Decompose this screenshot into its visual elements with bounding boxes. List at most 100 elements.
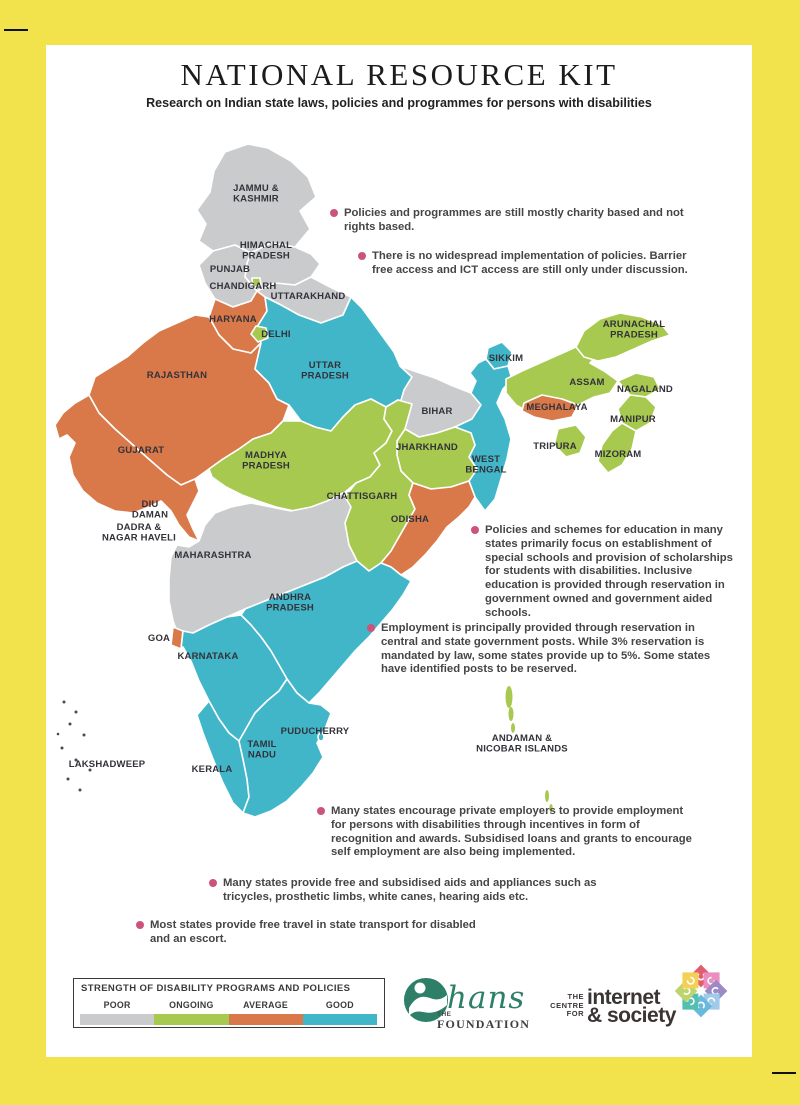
label-diu-daman: DIU DAMAN xyxy=(132,499,168,521)
state-odisha xyxy=(380,480,476,576)
label-andhra-pradesh: ANDHRA PRADESH xyxy=(266,592,314,614)
label-karnataka: KARNATAKA xyxy=(177,651,238,662)
label-mizoram: MIZORAM xyxy=(595,449,642,460)
crop-mark-bottom-right xyxy=(772,1072,796,1074)
label-sikkim: SIKKIM xyxy=(489,353,523,364)
bullet-dot-icon xyxy=(209,879,217,887)
cis-stack: THE CENTRE FOR xyxy=(550,992,584,1019)
legend-label-ongoing: ONGOING xyxy=(169,1000,214,1010)
hans-name: hans xyxy=(447,980,526,1016)
poster-subtitle: Research on Indian state laws, policies … xyxy=(146,96,652,110)
state-chandigarh xyxy=(251,277,262,288)
label-delhi: DELHI xyxy=(261,329,291,340)
legend-labels: POOR ONGOING AVERAGE GOOD xyxy=(80,1000,377,1010)
legend-title: STRENGTH OF DISABILITY PROGRAMS AND POLI… xyxy=(81,983,351,994)
hans-logo-mark-icon xyxy=(404,978,448,1022)
state-tamil-nadu xyxy=(238,678,332,818)
legend-swatch-ongoing xyxy=(154,1014,229,1025)
note-text: Policies and programmes are still mostly… xyxy=(344,207,684,233)
hans-foundation-word: FOUNDATION xyxy=(437,1017,531,1031)
bullet-dot-icon xyxy=(367,624,375,632)
note-text: Employment is principally provided throu… xyxy=(381,622,711,676)
label-bihar: BIHAR xyxy=(421,406,452,417)
andaman-nicobar-islands xyxy=(505,686,553,812)
state-arunachal-pradesh xyxy=(575,312,671,362)
label-jharkhand: JHARKHAND xyxy=(396,442,458,453)
label-gujarat: GUJARAT xyxy=(118,445,165,456)
cis-internet-word: internet xyxy=(587,986,661,1009)
label-chandigarh: CHANDIGARH xyxy=(210,281,277,292)
crop-mark-top-left xyxy=(4,29,28,31)
cis-logo: THE CENTRE FOR internet & society xyxy=(550,953,735,1033)
cis-society-word: & society xyxy=(587,1004,676,1027)
legend-label-good: GOOD xyxy=(325,1000,354,1010)
note-text: Many states encourage private employers … xyxy=(331,805,692,859)
label-kerala: KERALA xyxy=(192,764,233,775)
cis-for: FOR xyxy=(566,1009,584,1018)
note-text: There is no widespread implementation of… xyxy=(372,250,688,276)
cis-the: THE xyxy=(567,992,584,1001)
cis-centre: CENTRE xyxy=(550,1000,584,1010)
note-employment: Employment is principally provided throu… xyxy=(367,622,731,677)
legend-swatch-average xyxy=(228,1014,303,1025)
label-uttarakhand: UTTARAKHAND xyxy=(271,291,346,302)
state-mizoram xyxy=(597,422,637,474)
note-text: Many states provide free and subsidised … xyxy=(223,877,597,903)
note-education: Policies and schemes for education in ma… xyxy=(471,524,743,620)
label-uttar-pradesh: UTTAR PRADESH xyxy=(301,360,349,382)
label-jammu-kashmir: JAMMU & KASHMIR xyxy=(233,183,279,205)
state-puducherry xyxy=(317,732,325,742)
legend-swatch-poor xyxy=(80,1014,155,1025)
label-tamil-nadu: TAMIL NADU xyxy=(247,739,276,761)
state-meghalaya xyxy=(521,394,579,422)
bullet-dot-icon xyxy=(330,209,338,217)
label-chattisgarh: CHATTISGARH xyxy=(327,491,398,502)
label-arunachal-pradesh: ARUNACHAL PRADESH xyxy=(603,319,666,341)
poster-title: NATIONAL RESOURCE KIT xyxy=(180,57,618,92)
note-text: Policies and schemes for education in ma… xyxy=(485,524,733,619)
cis-flower-icon xyxy=(674,964,728,1018)
label-manipur: MANIPUR xyxy=(610,414,656,425)
legend: STRENGTH OF DISABILITY PROGRAMS AND POLI… xyxy=(73,978,385,1028)
label-madhya-pradesh: MADHYA PRADESH xyxy=(242,450,290,472)
state-manipur xyxy=(617,394,657,432)
note-free-travel: Most states provide free travel in state… xyxy=(136,919,482,947)
label-maharashtra: MAHARASHTRA xyxy=(174,550,251,561)
label-tripura: TRIPURA xyxy=(533,441,577,452)
label-lakshadweep: LAKSHADWEEP xyxy=(69,759,146,770)
label-west-bengal: WEST BENGAL xyxy=(465,454,506,476)
label-andaman-nicobar: ANDAMAN & NICOBAR ISLANDS xyxy=(476,733,568,755)
legend-swatch-good xyxy=(302,1014,377,1025)
note-text: Most states provide free travel in state… xyxy=(150,919,476,945)
label-haryana: HARYANA xyxy=(209,314,257,325)
hans-the: THE xyxy=(437,1011,452,1018)
legend-label-poor: POOR xyxy=(103,1000,131,1010)
bullet-dot-icon xyxy=(471,526,479,534)
label-dadra-nagar-haveli: DADRA & NAGAR HAVELI xyxy=(102,522,176,544)
label-rajasthan: RAJASTHAN xyxy=(147,370,207,381)
label-assam: ASSAM xyxy=(569,377,604,388)
label-goa: GOA xyxy=(148,633,170,644)
bullet-dot-icon xyxy=(136,921,144,929)
legend-color-bar xyxy=(80,1014,377,1025)
note-aids-appliances: Many states provide free and subsidised … xyxy=(209,877,621,905)
label-punjab: PUNJAB xyxy=(210,264,250,275)
label-nagaland: NAGALAND xyxy=(617,384,673,395)
note-charity-based: Policies and programmes are still mostly… xyxy=(330,207,686,235)
state-tripura xyxy=(553,424,587,458)
state-gujarat xyxy=(54,394,200,542)
bullet-dot-icon xyxy=(317,807,325,815)
note-private-employers: Many states encourage private employers … xyxy=(317,805,699,860)
bullet-dot-icon xyxy=(358,252,366,260)
label-meghalaya: MEGHALAYA xyxy=(526,402,587,413)
lakshadweep-islands xyxy=(56,700,92,792)
label-odisha: ODISHA xyxy=(391,514,429,525)
legend-label-average: AVERAGE xyxy=(243,1000,289,1010)
hans-foundation-logo: hans THE FOUNDATION xyxy=(403,975,563,1037)
state-delhi xyxy=(250,325,269,343)
label-puducherry: PUDUCHERRY xyxy=(281,726,350,737)
note-implementation: There is no widespread implementation of… xyxy=(358,250,710,278)
label-himachal-pradesh: HIMACHAL PRADESH xyxy=(240,240,292,262)
